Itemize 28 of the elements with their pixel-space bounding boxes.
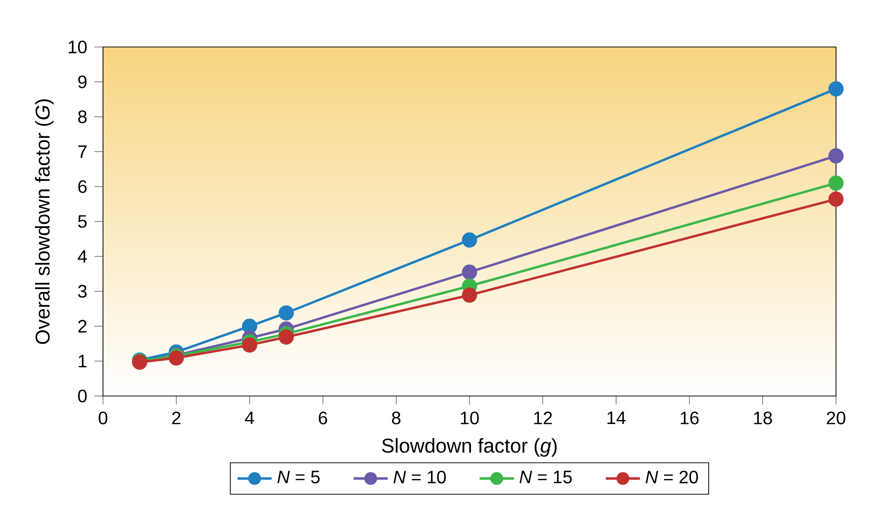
x-tick-label: 20	[826, 412, 846, 424]
legend-label: N = 10	[394, 470, 446, 484]
y-tick-label: 8	[78, 110, 87, 124]
y-tick-label: 5	[78, 215, 87, 228]
y-tick-label: 7	[78, 146, 86, 158]
y-tick-label: 3	[78, 284, 87, 298]
x-tick-label: 2	[172, 412, 180, 424]
x-tick-label: 0	[98, 412, 108, 424]
legend-label: N = 5	[277, 470, 320, 484]
y-axis-title: Overall slowdown factor (G)	[35, 99, 54, 344]
legend-label: N = 20	[646, 470, 698, 484]
x-axis-title: Slowdown factor (g)	[382, 438, 557, 457]
y-tick-label: 4	[78, 250, 87, 263]
y-tick-label: 10	[68, 40, 87, 54]
x-tick-label: 6	[318, 412, 328, 424]
x-tick-label: 10	[460, 412, 479, 424]
x-tick-label: 16	[680, 412, 699, 424]
y-tick-label: 0	[78, 390, 87, 402]
y-tick-label: 1	[78, 354, 87, 368]
legend-label: N = 15	[520, 470, 572, 484]
x-tick-label: 18	[754, 412, 772, 424]
y-tick-label: 6	[78, 180, 87, 193]
x-tick-label: 4	[245, 412, 254, 424]
x-tick-label: 14	[607, 412, 626, 424]
x-tick-label: 12	[534, 412, 552, 424]
y-tick-label: 9	[78, 76, 87, 88]
x-tick-label: 8	[392, 412, 400, 424]
y-tick-label: 2	[78, 320, 86, 332]
